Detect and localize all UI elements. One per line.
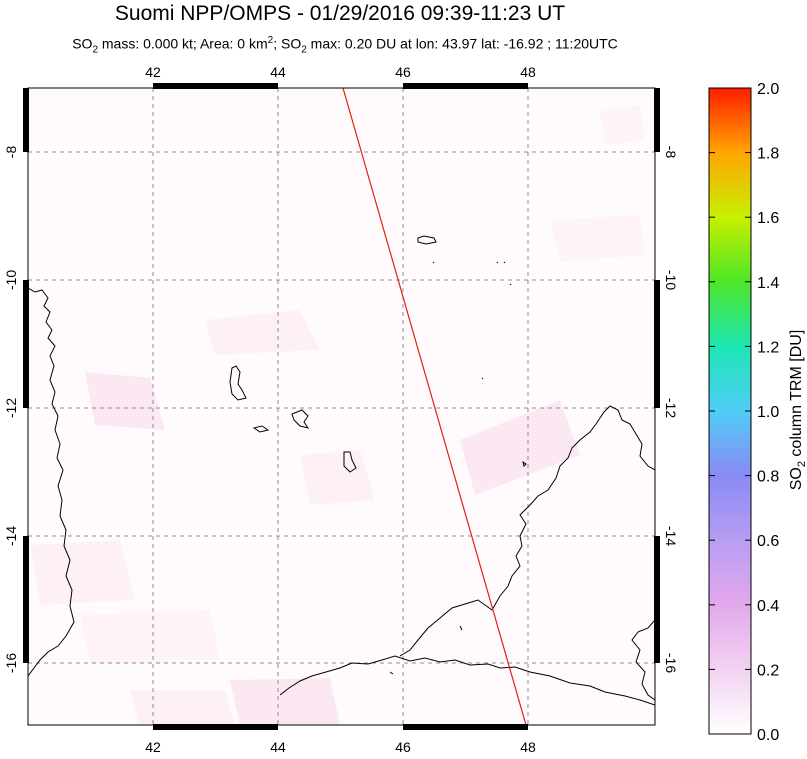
colorbar	[708, 87, 752, 735]
madagascar-coastline	[279, 405, 655, 725]
latitude-labels-right: -8 -10 -12 -14 -16	[663, 146, 679, 674]
lat-label-left-10: -10	[3, 270, 19, 290]
cb-label-1.4: 1.4	[757, 275, 779, 292]
graticule	[28, 88, 655, 725]
frame-scale-bars	[23, 83, 660, 730]
lat-label-right-12: -12	[663, 398, 679, 418]
mayotte-island	[343, 451, 357, 473]
lat-label-left-14: -14	[3, 526, 19, 546]
lat-label-right-14: -14	[663, 526, 679, 546]
cb-label-1.0: 1.0	[757, 404, 779, 421]
lon-label-top-42: 42	[145, 64, 161, 80]
colorbar-ticks	[709, 87, 751, 670]
lat-label-left-8: -8	[3, 146, 19, 159]
cb-label-1.6: 1.6	[757, 210, 779, 227]
anjouan-island	[291, 409, 310, 429]
lon-label-top-44: 44	[270, 64, 286, 80]
madagascar-east-coast	[631, 619, 655, 701]
cb-label-1.8: 1.8	[757, 146, 779, 163]
lon-label-bottom-44: 44	[270, 739, 286, 755]
so2-background-swaths	[30, 105, 645, 725]
orbit-track-line	[342, 87, 527, 726]
lon-label-top-46: 46	[395, 64, 411, 80]
lat-label-right-8: -8	[663, 146, 679, 159]
moheli-island	[252, 425, 270, 433]
colorbar-tick-labels: 2.0 1.8 1.6 1.4 1.2 1.0 0.8 0.6 0.4 0.2 …	[757, 81, 779, 744]
colorbar-title: SO2 column TRM [DU]	[788, 330, 807, 491]
lat-label-left-16: -16	[3, 653, 19, 673]
cb-label-0.8: 0.8	[757, 469, 779, 486]
cb-label-1.2: 1.2	[757, 339, 779, 356]
longitude-labels: 42 44 46 48 42 44 46 48	[145, 64, 536, 755]
lon-label-bottom-42: 42	[145, 739, 161, 755]
grande-comore-island	[229, 365, 247, 401]
cb-label-2.0: 2.0	[757, 81, 779, 98]
cb-label-0.2: 0.2	[757, 662, 779, 679]
cb-label-0.6: 0.6	[757, 533, 779, 550]
africa-coastline	[28, 287, 75, 677]
lat-label-right-10: -10	[663, 270, 679, 290]
glorioso-island	[417, 235, 437, 245]
coastlines	[28, 235, 655, 725]
map-subtitle: SO2 mass: 0.000 kt; Area: 0 km2; SO2 max…	[72, 35, 618, 56]
lon-label-bottom-48: 48	[520, 739, 536, 755]
latitude-labels-left: -8 -10 -12 -14 -16	[3, 146, 19, 674]
lat-label-right-16: -16	[663, 653, 679, 673]
lon-label-top-48: 48	[520, 64, 536, 80]
lat-label-left-12: -12	[3, 398, 19, 418]
cb-label-0.4: 0.4	[757, 598, 779, 615]
lon-label-bottom-46: 46	[395, 739, 411, 755]
cb-label-0.0: 0.0	[757, 727, 779, 744]
map-title: Suomi NPP/OMPS - 01/29/2016 09:39-11:23 …	[114, 2, 566, 25]
